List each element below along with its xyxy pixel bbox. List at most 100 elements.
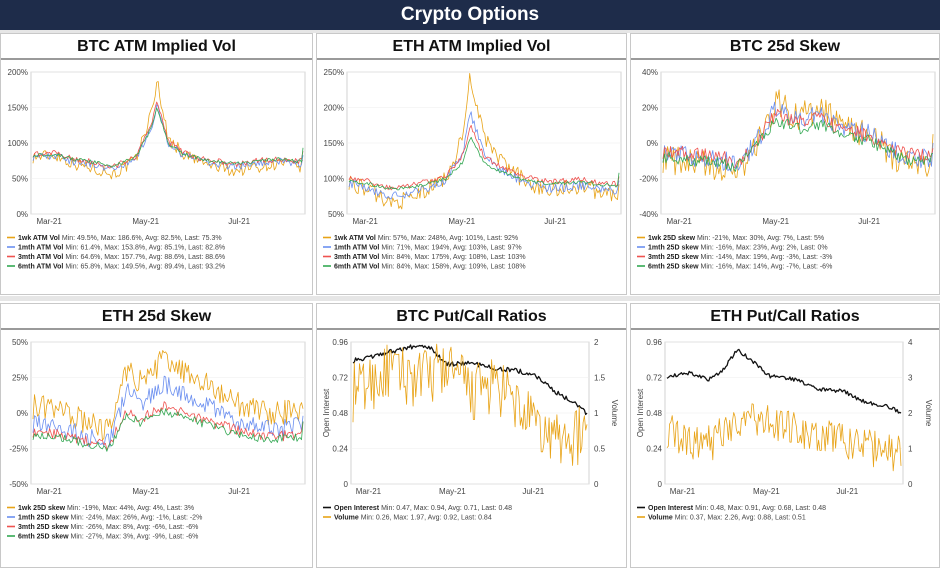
chart-svg: 250% 200% 150% 100% 50% Mar-21 May-21 Jul-21 1wk… <box>323 68 622 271</box>
legend-series-name: 1wk 25D skew <box>18 505 66 512</box>
legend-series-name: 1mth ATM Vol <box>18 245 63 252</box>
y-tick-label: 50% <box>12 338 28 347</box>
chart-svg: 0.96 0.72 0.48 0.24 0 4 3 2 1 0 Open Interest Volum… <box>636 338 933 522</box>
y-tick-label: 0% <box>646 139 658 148</box>
eth-atm-vol-panel: ETH ATM Implied Vol 250% 200% 150% 100% 50% M… <box>316 33 627 295</box>
legend-series-name: 3mth ATM Vol <box>334 254 379 261</box>
legend-series-stats: Min: 84%, Max: 158%, Avg: 109%, Last: 10… <box>379 264 525 271</box>
y-axis-label: Open Interest <box>322 388 331 437</box>
legend-entry: 1wk ATM Vol Min: 49.5%, Max: 186.6%, Avg… <box>18 235 222 242</box>
legend-series-stats: Min: -24%, Max: 26%, Avg: -1%, Last: -2% <box>69 515 203 522</box>
eth-25d-skew-panel: ETH 25d Skew 50% 25% 0% -25% -50% Mar-21 May-2… <box>0 303 313 568</box>
divider <box>0 30 940 33</box>
y-tick-label: -20% <box>639 175 658 184</box>
y2-tick-label: 1 <box>594 409 599 418</box>
eth-put-call-panel: ETH Put/Call Ratios 0.96 0.72 0.48 0.24 0 4 3 2… <box>630 303 940 568</box>
y-tick-label: 50% <box>328 210 344 219</box>
legend-series-stats: Min: 0.48, Max: 0.91, Avg: 0.68, Last: 0… <box>693 505 826 512</box>
y2-axis-label: Volume <box>924 400 933 427</box>
y2-tick-label: 0 <box>594 480 599 489</box>
legend-series-name: 1mth 25D skew <box>648 245 699 252</box>
y-tick-label: 150% <box>324 139 344 148</box>
legend-entry: 3mth 25D skew Min: -26%, Max: 8%, Avg: -… <box>18 524 198 531</box>
legend-series-stats: Min: -21%, Max: 30%, Avg: 7%, Last: 5% <box>695 235 824 242</box>
legend-entry: 6mth 25D skew Min: -16%, Max: 14%, Avg: … <box>648 264 832 271</box>
x-tick-label: Jul-21 <box>522 487 544 496</box>
y2-tick-label: 2 <box>594 338 599 347</box>
legend-series-stats: Min: 49.5%, Max: 186.6%, Avg: 82.5%, Las… <box>60 235 222 242</box>
legend-series-stats: Min: 0.37, Max: 2.26, Avg: 0.88, Last: 0… <box>673 515 806 522</box>
chart-title: ETH ATM Implied Vol <box>317 34 626 60</box>
x-tick-label: Mar-21 <box>352 217 378 226</box>
x-tick-label: May-21 <box>753 487 780 496</box>
legend-series-stats: Min: -14%, Max: 19%, Avg: -3%, Last: -3% <box>699 254 833 261</box>
y-tick-label: 100% <box>8 139 28 148</box>
legend-series-name: 6mth ATM Vol <box>18 264 63 271</box>
y-tick-label: -25% <box>9 445 28 454</box>
x-tick-label: Mar-21 <box>666 217 692 226</box>
y2-tick-label: 0.5 <box>594 445 606 454</box>
chart-svg: 0.96 0.72 0.48 0.24 0 2 1.5 1 0.5 0 Open Interest V… <box>322 338 619 522</box>
y-tick-label: 200% <box>8 68 28 77</box>
legend-series-stats: Min: -26%, Max: 8%, Avg: -6%, Last: -6% <box>69 524 199 531</box>
y-tick-label: 40% <box>642 68 658 77</box>
series-line <box>662 101 934 172</box>
series-line <box>32 350 304 441</box>
y-tick-label: -40% <box>639 210 658 219</box>
y2-tick-label: 3 <box>908 374 913 383</box>
legend-series-stats: Min: 65.8%, Max: 149.5%, Avg: 89.4%, Las… <box>63 264 225 271</box>
legend-series-name: 1mth ATM Vol <box>334 245 379 252</box>
legend-entry: 3mth ATM Vol Min: 64.6%, Max: 157.7%, Av… <box>18 254 225 261</box>
series-line <box>32 107 304 168</box>
y-tick-label: 20% <box>642 104 658 113</box>
y-tick-label: 0.48 <box>332 409 348 418</box>
y-tick-label: 25% <box>12 374 28 383</box>
y2-tick-label: 1 <box>908 445 913 454</box>
y-tick-label: 200% <box>324 104 344 113</box>
legend-entry: 6mth ATM Vol Min: 84%, Max: 158%, Avg: 1… <box>334 264 526 271</box>
x-tick-label: Mar-21 <box>36 217 62 226</box>
y-tick-label: 0.96 <box>332 338 348 347</box>
btc-put-call-panel: BTC Put/Call Ratios 0.96 0.72 0.48 0.24 0 2 1.… <box>316 303 627 568</box>
legend-entry: Open Interest Min: 0.48, Max: 0.91, Avg:… <box>648 505 826 512</box>
series-line <box>348 136 620 191</box>
y-tick-label: 0.24 <box>646 445 662 454</box>
x-tick-label: Jul-21 <box>858 217 880 226</box>
series-line <box>666 403 902 472</box>
legend-entry: 1mth ATM Vol Min: 61.4%, Max: 153.8%, Av… <box>18 245 225 252</box>
series-line <box>352 344 588 416</box>
legend-entry: Volume Min: 0.37, Max: 2.26, Avg: 0.88, … <box>648 515 806 522</box>
series-line <box>662 117 934 172</box>
legend-series-stats: Min: 64.6%, Max: 157.7%, Avg: 88.6%, Las… <box>63 254 225 261</box>
series-line <box>666 348 902 414</box>
legend-series-name: Volume <box>334 515 359 522</box>
legend-entry: 6mth ATM Vol Min: 65.8%, Max: 149.5%, Av… <box>18 264 225 271</box>
y-tick-label: 100% <box>324 175 344 184</box>
x-tick-label: Jul-21 <box>544 217 566 226</box>
legend-entry: 1mth ATM Vol Min: 71%, Max: 194%, Avg: 1… <box>334 245 522 252</box>
series-line <box>32 101 304 169</box>
legend-entry: 1wk 25D skew Min: -21%, Max: 30%, Avg: 7… <box>648 235 824 242</box>
legend-series-stats: Min: 0.26, Max: 1.97, Avg: 0.92, Last: 0… <box>359 515 492 522</box>
legend-series-name: 1mth 25D skew <box>18 515 69 522</box>
y-axis-label: Open Interest <box>636 388 645 437</box>
series-line <box>348 73 620 210</box>
y-tick-label: 0.72 <box>332 374 348 383</box>
series-line <box>32 408 304 452</box>
series-line <box>32 401 304 451</box>
chart-svg: 40% 20% 0% -20% -40% Mar-21 May-21 Jul-21 1wk 25… <box>637 68 936 271</box>
divider <box>0 296 940 301</box>
legend-series-stats: Min: -19%, Max: 44%, Avg: 4%, Last: 3% <box>65 505 194 512</box>
legend-series-stats: Min: -16%, Max: 23%, Avg: 2%, Last: 0% <box>699 245 828 252</box>
y2-tick-label: 2 <box>908 409 913 418</box>
y-tick-label: 150% <box>8 104 28 113</box>
legend-series-name: 1wk ATM Vol <box>334 235 376 242</box>
x-tick-label: Jul-21 <box>228 217 250 226</box>
x-tick-label: May-21 <box>132 217 159 226</box>
legend-series-name: 6mth 25D skew <box>18 534 69 541</box>
legend-series-name: Open Interest <box>334 505 380 512</box>
y-tick-label: 0 <box>658 480 663 489</box>
x-tick-label: May-21 <box>762 217 789 226</box>
y-tick-label: 0.24 <box>332 445 348 454</box>
chart-title: ETH Put/Call Ratios <box>631 304 939 330</box>
